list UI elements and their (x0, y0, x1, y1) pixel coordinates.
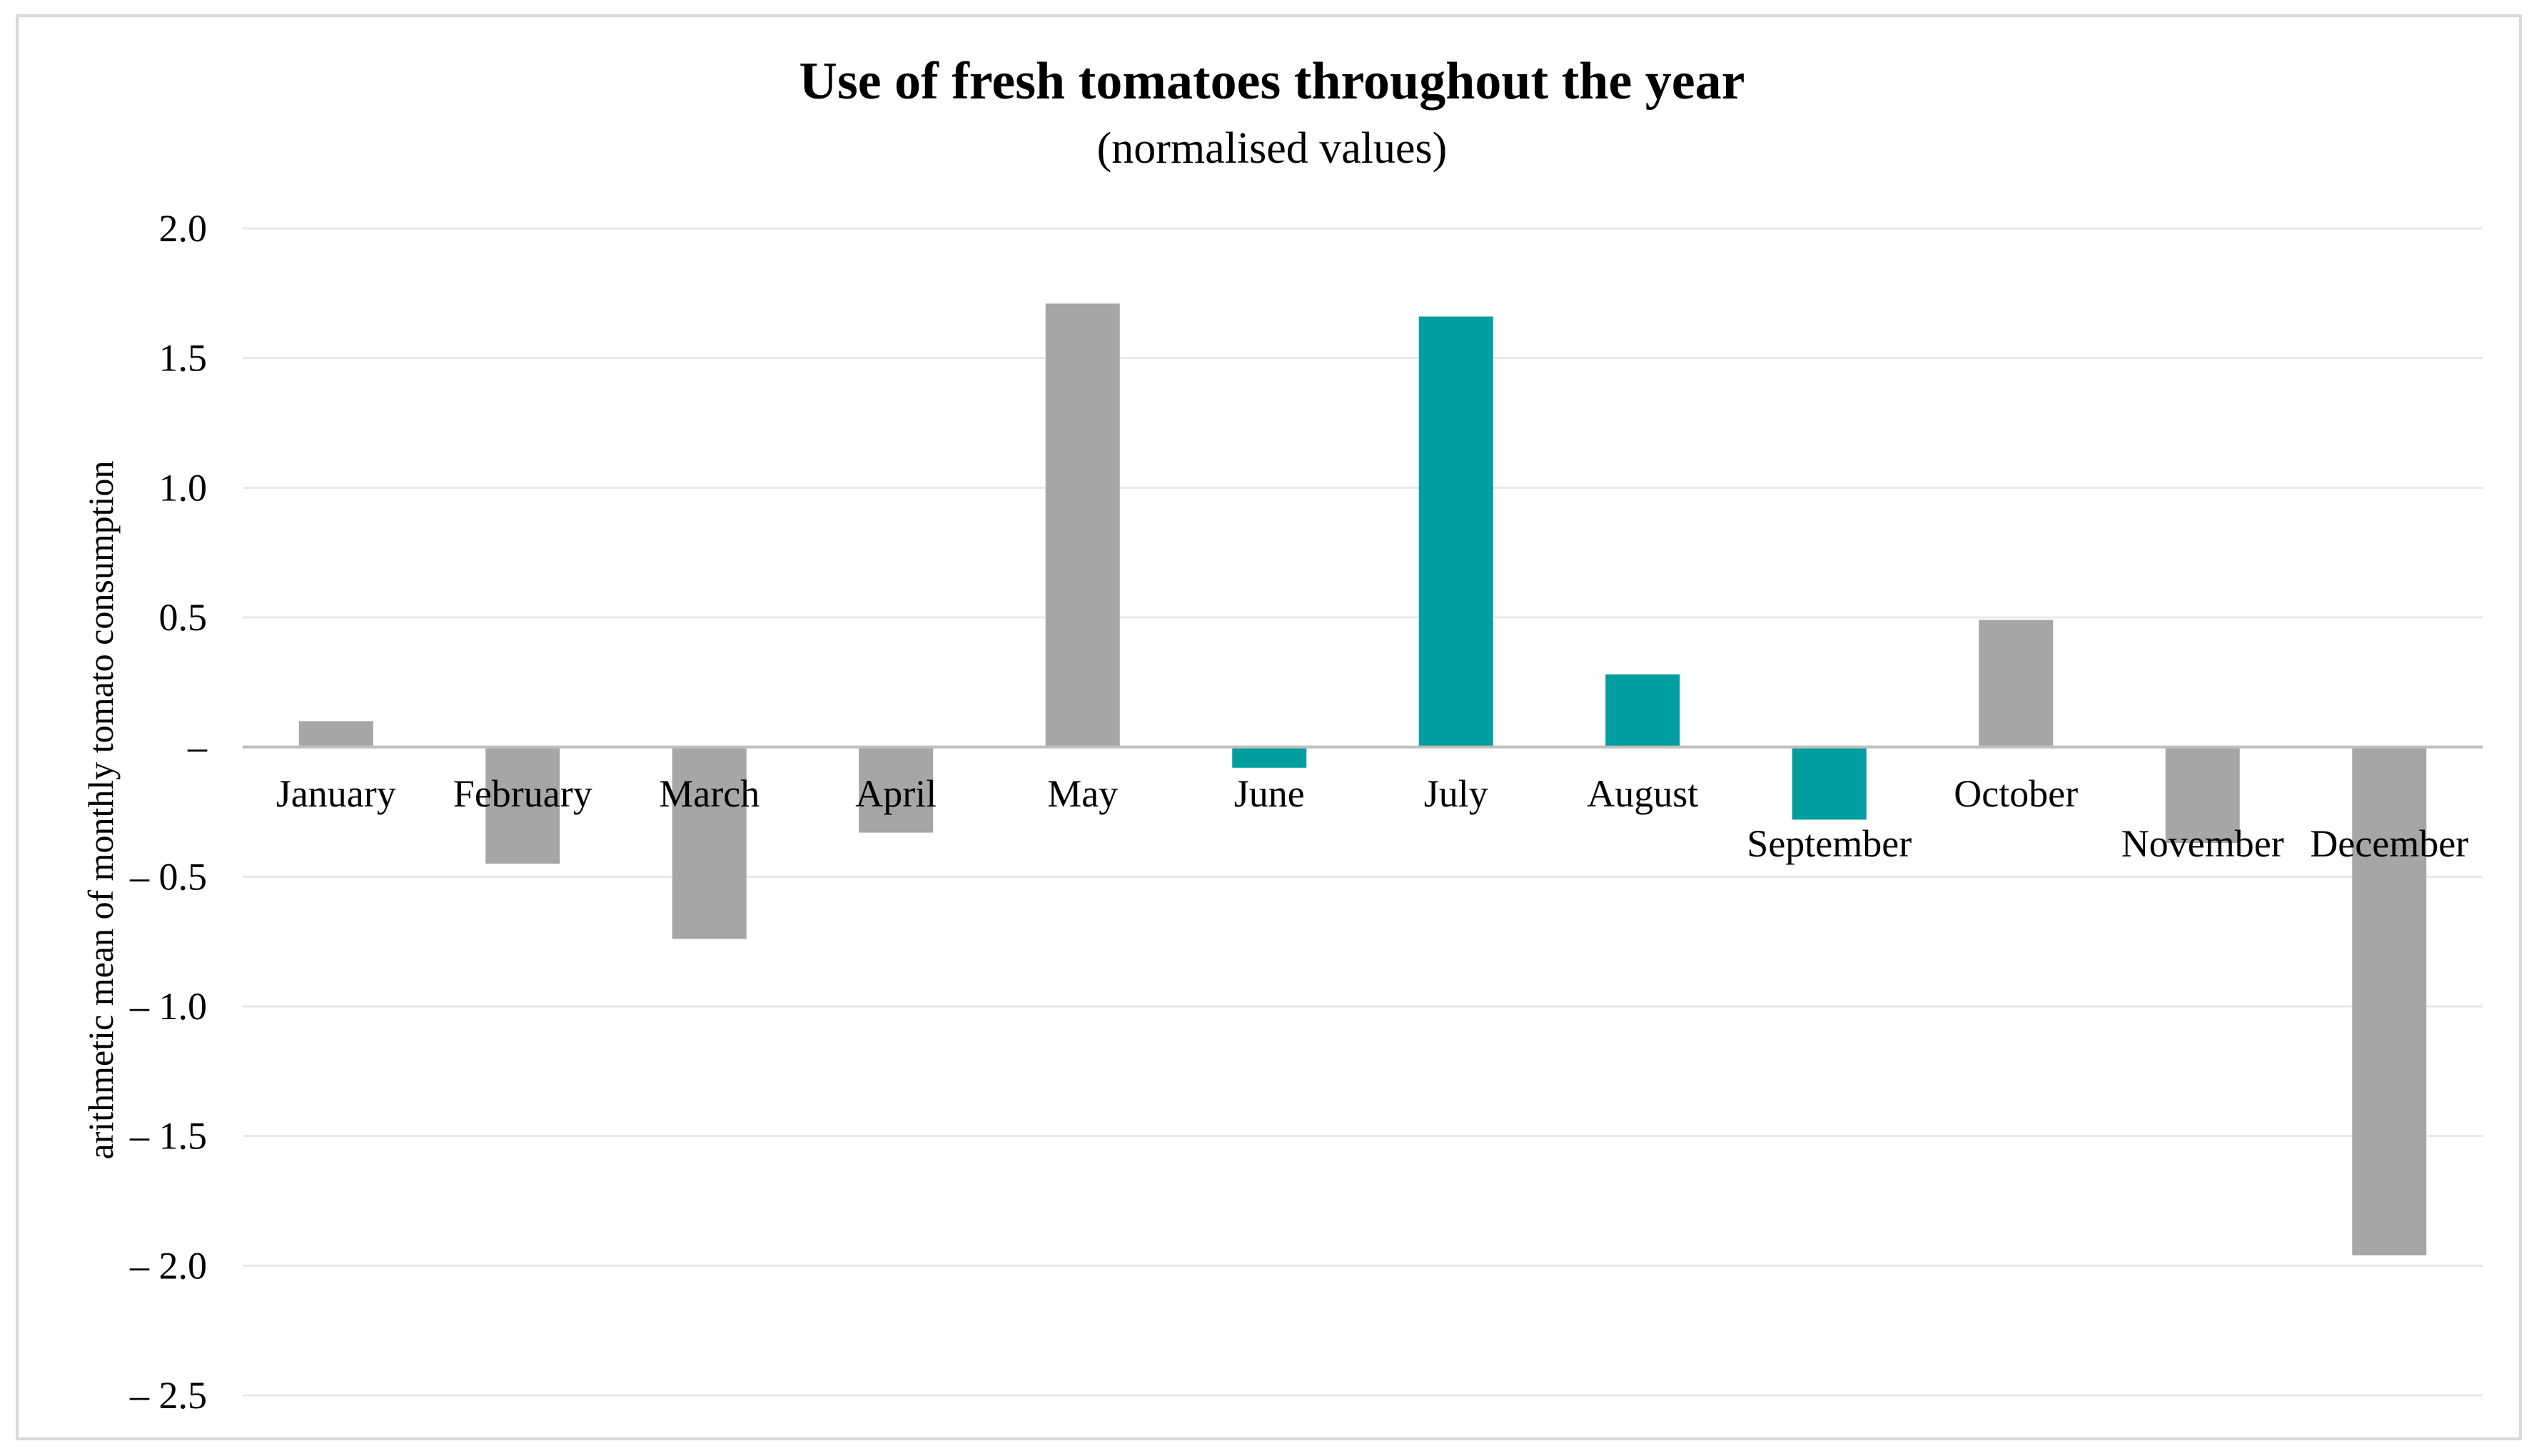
bar-august (1605, 674, 1680, 747)
y-tick-labels: 2.0 1.5 1.0 0.5 – – 0.5 – 1.0 – 1.5 – 2.0 – 2.5 (129, 207, 208, 1417)
category-label: January (276, 772, 396, 815)
y-tick-label: – 1.5 (129, 1115, 207, 1158)
category-label: December (2310, 822, 2468, 865)
gridlines (243, 227, 2483, 1397)
y-tick-label: 1.5 (159, 337, 208, 380)
chart-subtitle: (normalised values) (1097, 124, 1448, 173)
bar-october (1979, 620, 2054, 747)
category-label: August (1587, 772, 1698, 815)
bar-september (1792, 747, 1867, 820)
bar-june (1232, 747, 1307, 768)
bar-july (1418, 316, 1493, 747)
bar-november (2165, 747, 2240, 844)
y-tick-label: – 0.5 (129, 855, 207, 898)
category-label: October (1954, 772, 2078, 815)
category-label: March (659, 772, 759, 815)
bar-march (672, 747, 747, 939)
y-tick-label: – 1.0 (129, 985, 207, 1028)
y-tick-label: – 2.5 (129, 1374, 207, 1417)
category-label: May (1047, 772, 1118, 815)
y-tick-label: – (187, 726, 208, 769)
y-tick-label: 2.0 (159, 207, 208, 250)
category-label: February (453, 772, 592, 815)
category-label: November (2121, 822, 2284, 865)
category-label: September (1747, 822, 1912, 865)
category-labels: January February March April May June July Augu… (276, 772, 2468, 865)
y-tick-label: 1.0 (159, 466, 208, 509)
bar-january (298, 721, 373, 747)
chart-title: Use of fresh tomatoes throughout the yea… (799, 52, 1745, 111)
y-tick-label: – 2.0 (129, 1244, 207, 1287)
bar-april (859, 747, 934, 833)
bar-may (1045, 303, 1120, 747)
y-tick-label: 0.5 (159, 596, 208, 639)
bar-february (485, 747, 560, 864)
chart-frame (16, 14, 2522, 1440)
category-label: July (1424, 772, 1488, 815)
bar-december (2352, 747, 2427, 1255)
category-label: April (855, 772, 937, 815)
y-axis-label: arithmetic mean of monthly tomato consum… (81, 461, 121, 1160)
category-label: June (1234, 772, 1305, 815)
bars (298, 303, 2427, 1255)
